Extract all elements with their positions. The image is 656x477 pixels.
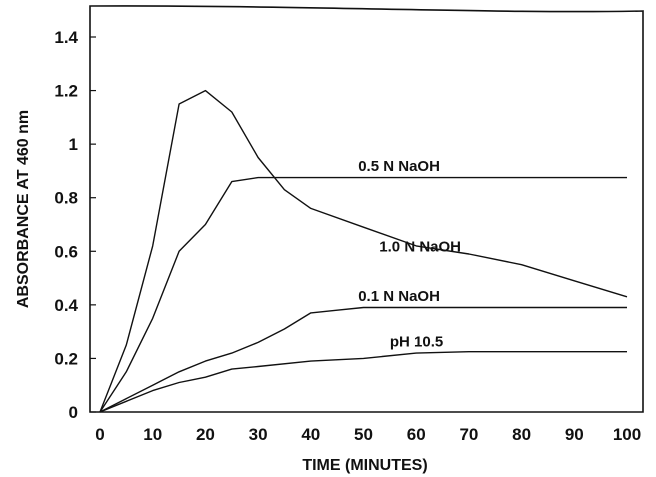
x-tick-label: 0 [95, 425, 104, 444]
series-annotations: 0.5 N NaOH 1.0 N NaOH 0.1 N NaOH pH 10.5 [358, 158, 461, 350]
y-tick-label: 1 [69, 135, 78, 154]
y-tick-label: 0 [69, 403, 78, 422]
series-annotation-label: 0.5 N NaOH [358, 158, 440, 175]
y-tick-label: 1.2 [54, 82, 78, 101]
series-lines [99, 89, 628, 413]
x-tick-label: 50 [354, 425, 373, 444]
x-tick-label: 30 [249, 425, 268, 444]
series-annotation-label: pH 10.5 [390, 333, 443, 350]
y-tick-label: 1.4 [54, 28, 78, 47]
plot-frame [89, 5, 644, 413]
x-tick-label: 90 [565, 425, 584, 444]
y-axis-title: ABSORBANCE AT 460 nm [15, 110, 32, 308]
y-axis-ticks: 0 0.2 0.4 0.6 0.8 1 1.2 1.4 [54, 28, 96, 422]
series-annotation-label: 0.1 N NaOH [358, 288, 440, 305]
y-tick-label: 0.2 [54, 349, 78, 368]
series-line-1 [99, 89, 628, 413]
series-line-4 [99, 351, 627, 413]
x-tick-label: 40 [301, 425, 320, 444]
y-tick-label: 0.4 [54, 296, 78, 315]
x-tick-label: 60 [407, 425, 426, 444]
series-line-3 [99, 306, 627, 413]
x-axis-ticks: 0 10 20 30 40 50 60 70 80 90 100 [95, 425, 641, 444]
y-tick-label: 0.6 [54, 242, 78, 261]
x-tick-label: 20 [196, 425, 215, 444]
series-annotation-label: 1.0 N NaOH [379, 238, 461, 255]
x-axis-title: TIME (MINUTES) [302, 457, 427, 474]
x-tick-label: 80 [512, 425, 531, 444]
plot-frame-group [89, 5, 644, 413]
x-tick-label: 100 [613, 425, 641, 444]
y-tick-label: 0.8 [54, 189, 78, 208]
x-tick-label: 70 [459, 425, 478, 444]
series-line-2 [99, 176, 627, 413]
x-tick-label: 10 [143, 425, 162, 444]
